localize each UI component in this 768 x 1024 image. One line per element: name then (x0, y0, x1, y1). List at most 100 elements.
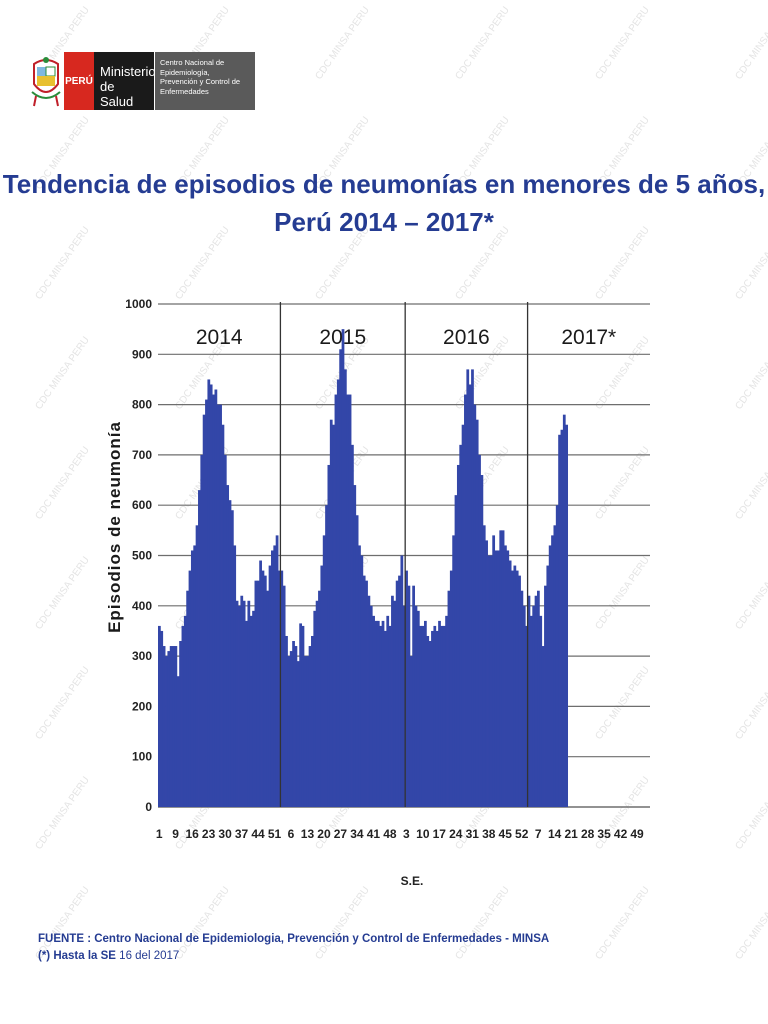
bar (487, 555, 491, 807)
bar (431, 630, 434, 807)
y-tick-label: 0 (145, 800, 152, 814)
chart-title-line1: Tendencia de episodios de neumonías en m… (2, 169, 766, 199)
watermark-text: CDC MINSA PERU (33, 775, 91, 852)
bar (480, 475, 484, 807)
bar (426, 635, 430, 807)
bar (339, 349, 343, 807)
x-tick-label: 27 (334, 827, 348, 841)
bar (308, 646, 312, 807)
bar (325, 505, 328, 807)
bar (254, 580, 258, 807)
x-tick-label: 6 (288, 827, 295, 841)
bar (311, 635, 314, 807)
bar (537, 590, 540, 807)
bar (419, 625, 423, 807)
bar (158, 625, 161, 807)
watermark-text: CDC MINSA PERU (453, 5, 511, 82)
bar (525, 625, 528, 807)
bar (562, 414, 566, 807)
y-tick-label: 1000 (125, 297, 152, 311)
y-tick-label: 600 (132, 498, 152, 512)
bar (207, 379, 211, 807)
bar (230, 510, 234, 807)
watermark-text: CDC MINSA PERU (33, 555, 91, 632)
bar (365, 580, 368, 807)
bar (546, 565, 550, 807)
y-tick-label: 900 (132, 347, 152, 361)
bar (334, 394, 338, 807)
bar (353, 485, 357, 807)
bar (299, 623, 302, 807)
x-tick-label: 20 (317, 827, 331, 841)
chart-title: Tendencia de episodios de neumonías en m… (0, 165, 768, 241)
bar (160, 630, 164, 807)
bar (268, 565, 272, 807)
bar (433, 625, 437, 807)
bar (532, 605, 536, 807)
bar (391, 595, 394, 807)
bar (318, 590, 321, 807)
watermark-text: CDC MINSA PERU (33, 665, 91, 742)
watermark-text: CDC MINSA PERU (733, 555, 768, 632)
bar (492, 535, 496, 807)
bar (456, 464, 460, 807)
x-tick-label: 13 (301, 827, 315, 841)
bar (381, 620, 385, 807)
bar (438, 620, 441, 807)
x-tick-label: 17 (433, 827, 447, 841)
bar (219, 404, 222, 807)
bar (195, 525, 199, 807)
bar (553, 525, 557, 807)
bar (193, 545, 197, 807)
x-axis-label: S.E. (401, 874, 424, 888)
bar (315, 600, 319, 807)
period-label: 2017* (561, 326, 616, 349)
x-tick-label: 34 (350, 827, 364, 841)
bar (221, 424, 225, 807)
bar (501, 530, 505, 807)
x-tick-label: 9 (172, 827, 179, 841)
bar (435, 630, 439, 807)
bar (198, 490, 201, 807)
y-tick-label: 500 (132, 549, 152, 563)
bar (320, 565, 324, 807)
bar (252, 610, 255, 807)
bar (376, 620, 380, 807)
bar (214, 389, 218, 807)
bar (393, 600, 397, 807)
bar (282, 585, 286, 807)
bar (466, 369, 470, 807)
watermark-text: CDC MINSA PERU (733, 5, 768, 82)
bar (181, 625, 185, 807)
bar (508, 560, 512, 807)
bar (261, 570, 265, 807)
bar (475, 419, 479, 807)
bar (398, 575, 401, 807)
x-tick-label: 3 (403, 827, 410, 841)
x-tick-label: 31 (466, 827, 480, 841)
watermark-text: CDC MINSA PERU (313, 5, 371, 82)
bar (499, 530, 503, 807)
bar (280, 570, 284, 807)
bar (407, 585, 411, 807)
bar (256, 580, 260, 807)
bar (327, 464, 331, 807)
bar (167, 651, 171, 807)
x-tick-label: 1 (156, 827, 163, 841)
bar (560, 429, 564, 807)
y-tick-label: 800 (132, 398, 152, 412)
bar (452, 535, 456, 807)
x-tick-label: 35 (597, 827, 611, 841)
bar (226, 485, 230, 807)
bar (313, 610, 317, 807)
bar (489, 555, 493, 807)
bar (165, 656, 168, 807)
bar (273, 545, 277, 807)
x-tick-label: 7 (535, 827, 542, 841)
bar (539, 615, 543, 807)
bar (496, 550, 500, 807)
bar (454, 495, 458, 807)
bar (386, 615, 390, 807)
bar (263, 575, 267, 807)
bar (449, 570, 453, 807)
